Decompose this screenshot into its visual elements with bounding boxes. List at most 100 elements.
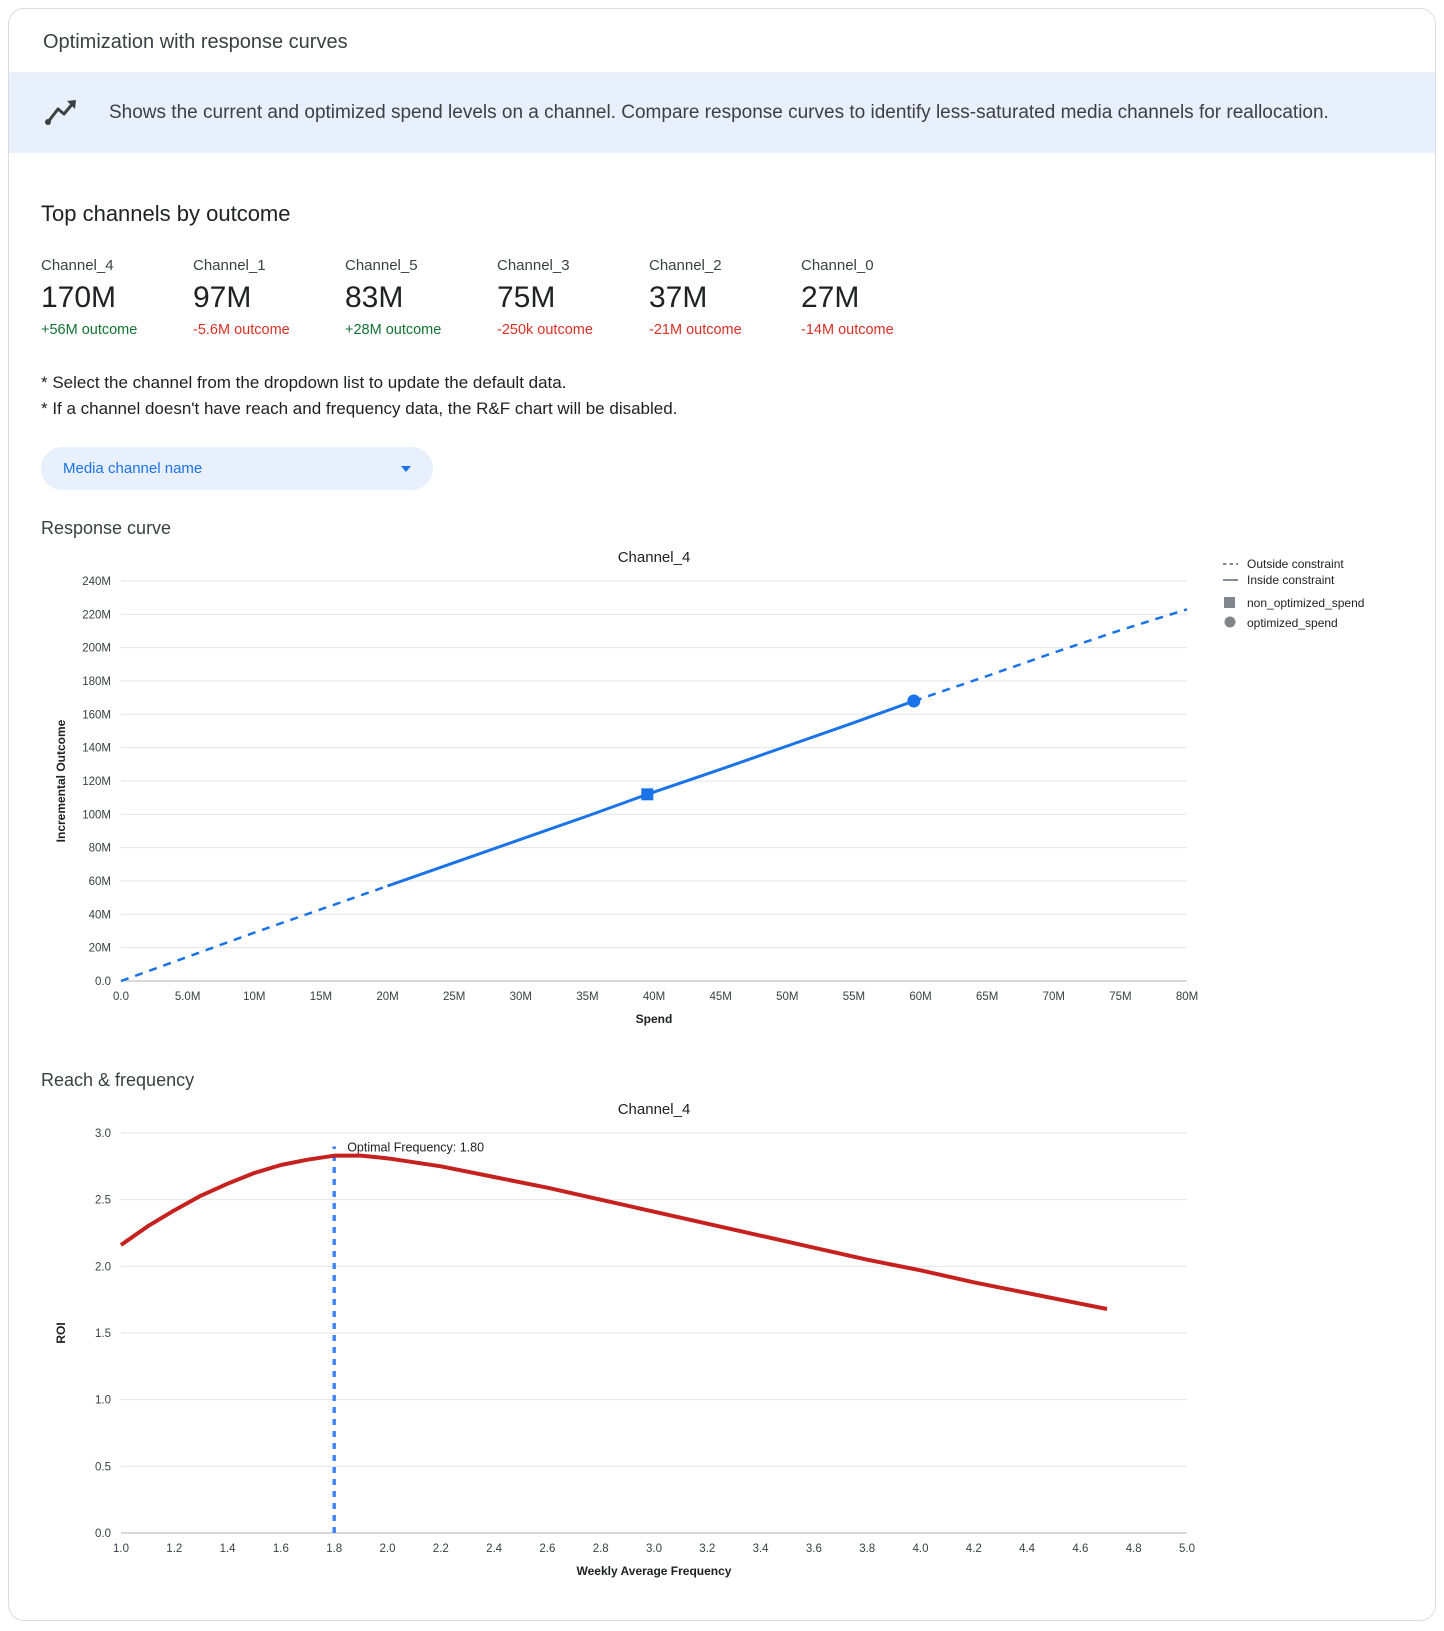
svg-text:3.2: 3.2: [699, 1543, 715, 1555]
svg-text:3.8: 3.8: [859, 1543, 875, 1555]
svg-text:60M: 60M: [909, 991, 931, 1003]
channel-card-delta: +56M outcome: [41, 322, 138, 338]
svg-text:Channel_4: Channel_4: [618, 549, 691, 566]
note-line: * If a channel doesn't have reach and fr…: [41, 398, 678, 418]
svg-text:2.2: 2.2: [433, 1543, 449, 1555]
svg-text:240M: 240M: [82, 576, 111, 588]
svg-text:optimized_spend: optimized_spend: [1247, 616, 1338, 630]
response-curve-heading: Response curve: [41, 518, 172, 538]
svg-text:ROI: ROI: [54, 1322, 68, 1343]
svg-text:70M: 70M: [1043, 991, 1065, 1003]
non_optimized_spend-marker: [641, 788, 654, 801]
svg-text:60M: 60M: [89, 876, 111, 888]
reach-frequency-svg: Channel_4 0.0 0.5 1.0 1.5 2.0 2.5 3.0 1.0 1.2 1.4 1…: [54, 1101, 1195, 1578]
svg-text:non_optimized_spend: non_optimized_spend: [1247, 596, 1364, 610]
svg-text:2.0: 2.0: [95, 1261, 111, 1273]
reach-frequency-heading: Reach & frequency: [41, 1070, 195, 1090]
svg-text:40M: 40M: [643, 991, 665, 1003]
channel-card-value: 75M: [497, 281, 556, 314]
svg-text:4.6: 4.6: [1072, 1543, 1088, 1555]
svg-text:Channel_4: Channel_4: [618, 1101, 691, 1118]
svg-text:25M: 25M: [443, 991, 465, 1003]
channel-card: Channel_4 170M +56M outcome: [41, 257, 193, 338]
optimized_spend-marker: [907, 694, 921, 708]
svg-text:0.0: 0.0: [95, 1528, 111, 1540]
channel-card-name: Channel_4: [41, 257, 114, 274]
svg-text:140M: 140M: [82, 743, 111, 755]
channel-card-delta: +28M outcome: [345, 322, 442, 338]
svg-text:Optimal Frequency: 1.80: Optimal Frequency: 1.80: [347, 1141, 484, 1155]
svg-text:3.6: 3.6: [806, 1543, 822, 1555]
banner-text: Shows the current and optimized spend le…: [109, 102, 1329, 123]
svg-text:4.8: 4.8: [1126, 1543, 1142, 1555]
svg-text:1.0: 1.0: [113, 1543, 129, 1555]
channel-card-value: 83M: [345, 281, 404, 314]
media-channel-dropdown[interactable]: Media channel name: [41, 447, 433, 490]
response-curve-chart: Channel_4 0.0 20M 40M 60M 80M 100M 120M 140M 160M…: [41, 541, 1403, 1042]
chevron-down-icon: [401, 465, 411, 472]
svg-text:Weekly Average Frequency: Weekly Average Frequency: [577, 1564, 732, 1578]
card-header: Optimization with response curves: [9, 9, 1435, 73]
channel-cards-row: Channel_4 170M +56M outcome Channel_1 97…: [41, 257, 1403, 338]
page-title: Optimization with response curves: [43, 31, 348, 53]
svg-text:5.0: 5.0: [1179, 1543, 1195, 1555]
svg-text:75M: 75M: [1109, 991, 1131, 1003]
note-line: * Select the channel from the dropdown l…: [41, 373, 567, 392]
top-channels-heading: Top channels by outcome: [41, 201, 291, 226]
media-channel-dropdown-label: Media channel name: [63, 460, 203, 477]
svg-text:5.0M: 5.0M: [175, 991, 201, 1003]
svg-text:1.0: 1.0: [95, 1395, 111, 1407]
svg-text:2.5: 2.5: [95, 1195, 111, 1207]
svg-text:1.6: 1.6: [273, 1543, 289, 1555]
channel-card-delta: -21M outcome: [649, 322, 742, 338]
channel-card-name: Channel_3: [497, 257, 570, 274]
footnotes: * Select the channel from the dropdown l…: [41, 370, 1403, 421]
svg-text:220M: 220M: [82, 609, 111, 621]
svg-text:55M: 55M: [843, 991, 865, 1003]
svg-text:30M: 30M: [510, 991, 532, 1003]
channel-card: Channel_3 75M -250k outcome: [497, 257, 649, 338]
svg-text:15M: 15M: [310, 991, 332, 1003]
svg-text:4.4: 4.4: [1019, 1543, 1036, 1555]
svg-text:Inside constraint: Inside constraint: [1247, 573, 1335, 587]
insights-icon: [43, 97, 81, 129]
svg-text:2.0: 2.0: [380, 1543, 396, 1555]
channel-card-delta: -5.6M outcome: [193, 322, 290, 338]
channel-card-delta: -14M outcome: [801, 322, 894, 338]
response-curve-svg: Channel_4 0.0 20M 40M 60M 80M 100M 120M 140M 160M…: [54, 549, 1364, 1026]
svg-text:65M: 65M: [976, 991, 998, 1003]
optimization-report-card: Optimization with response curves Shows …: [8, 8, 1436, 1621]
channel-card-value: 97M: [193, 281, 252, 314]
report-body: Top channels by outcome Channel_4 170M +…: [9, 153, 1435, 1620]
svg-text:1.5: 1.5: [95, 1328, 111, 1340]
svg-text:50M: 50M: [776, 991, 798, 1003]
svg-text:0.5: 0.5: [95, 1461, 111, 1473]
channel-card-value: 37M: [649, 281, 708, 314]
svg-text:0.0: 0.0: [113, 991, 129, 1003]
channel-card: Channel_0 27M -14M outcome: [801, 257, 953, 338]
svg-text:100M: 100M: [82, 809, 111, 821]
svg-text:4.2: 4.2: [966, 1543, 982, 1555]
svg-text:2.8: 2.8: [593, 1543, 609, 1555]
svg-text:3.0: 3.0: [646, 1543, 662, 1555]
channel-card: Channel_5 83M +28M outcome: [345, 257, 497, 338]
info-banner: Shows the current and optimized spend le…: [9, 73, 1435, 153]
svg-text:4.0: 4.0: [913, 1543, 929, 1555]
svg-text:3.4: 3.4: [753, 1543, 770, 1555]
channel-card: Channel_2 37M -21M outcome: [649, 257, 801, 338]
svg-text:Incremental Outcome: Incremental Outcome: [54, 719, 68, 842]
svg-text:10M: 10M: [243, 991, 265, 1003]
channel-card-delta: -250k outcome: [497, 322, 593, 338]
svg-text:2.6: 2.6: [539, 1543, 555, 1555]
svg-text:200M: 200M: [82, 643, 111, 655]
svg-text:1.2: 1.2: [166, 1543, 182, 1555]
svg-text:120M: 120M: [82, 776, 111, 788]
channel-card-name: Channel_0: [801, 257, 874, 274]
svg-text:3.0: 3.0: [95, 1128, 111, 1140]
svg-text:35M: 35M: [576, 991, 598, 1003]
svg-text:20M: 20M: [89, 943, 111, 955]
svg-text:20M: 20M: [376, 991, 398, 1003]
svg-text:1.4: 1.4: [220, 1543, 237, 1555]
svg-text:80M: 80M: [89, 843, 111, 855]
reach-frequency-chart: Channel_4 0.0 0.5 1.0 1.5 2.0 2.5 3.0 1.0 1.2 1.4 1…: [41, 1093, 1403, 1596]
